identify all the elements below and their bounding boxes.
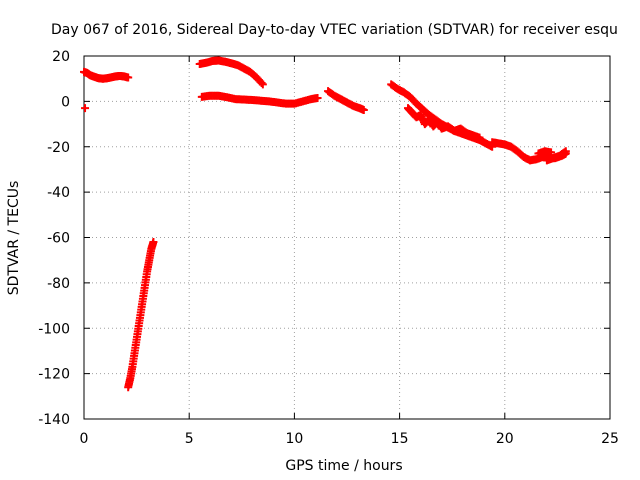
x-tick-label: 5 [185, 431, 194, 447]
series-arc-10 [534, 147, 556, 158]
data-point [81, 104, 90, 113]
data-point [258, 80, 267, 89]
data-series-layer [80, 56, 570, 392]
y-tick-label: 20 [52, 49, 70, 65]
y-tick-label: 0 [61, 94, 70, 110]
y-axis-label: SDTVAR / TECUs [6, 181, 22, 296]
y-tick-label: -140 [38, 412, 70, 428]
plot-frame [83, 55, 611, 420]
x-tick-label: 0 [80, 431, 89, 447]
x-tick-label: 20 [496, 431, 514, 447]
y-tick-label: -80 [47, 276, 70, 292]
grid-layer [84, 56, 610, 419]
y-tick-label: -120 [38, 367, 70, 383]
x-tick-label: 25 [601, 431, 619, 447]
series-arc-5 [197, 91, 322, 108]
tick-layer: 0 5 10 15 20 25 20 0 -20 -40 -60 -80 -100 -120 -140 [38, 49, 619, 447]
series-arc-6 [324, 87, 368, 114]
series-arc-4 [195, 56, 267, 89]
x-tick-label: 10 [285, 431, 303, 447]
data-point [359, 105, 368, 114]
series-arc-8 [404, 104, 484, 142]
series-arc-2 [81, 104, 90, 113]
data-point [124, 73, 133, 82]
y-tick-label: -60 [47, 231, 70, 247]
data-point [561, 147, 570, 156]
data-point [149, 238, 158, 247]
data-point [475, 133, 484, 142]
y-tick-label: -40 [47, 185, 70, 201]
x-axis-label: GPS time / hours [285, 458, 402, 474]
data-point [313, 93, 322, 102]
series-arc-1 [80, 67, 133, 83]
x-tick-label: 15 [391, 431, 409, 447]
y-tick-label: -20 [47, 140, 70, 156]
series-arc-3 [124, 238, 158, 392]
data-point [257, 78, 266, 87]
y-tick-label: -100 [38, 321, 70, 337]
chart-title: Day 067 of 2016, Sidereal Day-to-day VTE… [51, 22, 618, 38]
series-arc-11 [542, 147, 570, 165]
